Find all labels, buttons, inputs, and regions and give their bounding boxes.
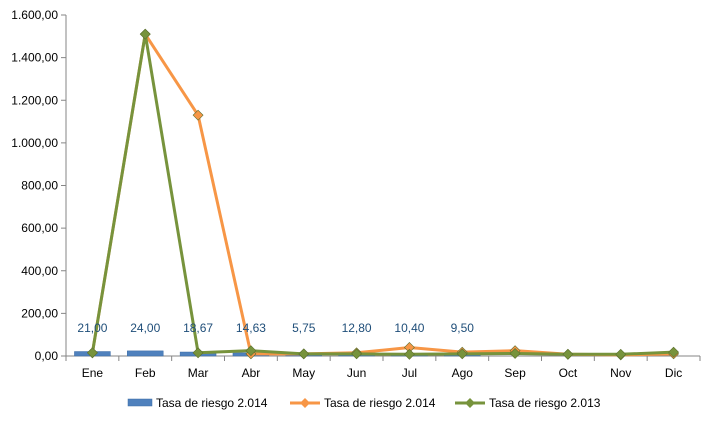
data-label: 14,63 bbox=[236, 321, 266, 335]
data-label: 24,00 bbox=[130, 321, 160, 335]
series-line bbox=[90, 32, 674, 357]
line-series bbox=[86, 28, 680, 361]
series-point bbox=[403, 348, 415, 360]
series-point bbox=[192, 109, 204, 121]
series-point bbox=[245, 345, 257, 357]
data-labels: 21,00 24,00 18,67 14,63 5,75 12,80 10,40 9,50 bbox=[77, 321, 474, 335]
data-label: 10,40 bbox=[394, 321, 424, 335]
y-tick-label: 200,00 bbox=[21, 306, 58, 320]
data-label: 21,00 bbox=[77, 321, 107, 335]
legend-swatch-bar bbox=[127, 398, 153, 407]
legend-swatch-marker bbox=[300, 398, 310, 408]
series-point bbox=[86, 347, 98, 359]
x-tick-label: Jun bbox=[347, 366, 366, 380]
data-label: 18,67 bbox=[183, 321, 213, 335]
y-tick-label: 1.400,00 bbox=[11, 51, 58, 65]
legend-label: Tasa de riesgo 2.014 bbox=[324, 396, 436, 410]
axes: 0,00 200,00 400,00 600,00 800,00 1.000,00 1.20… bbox=[11, 8, 701, 380]
y-tick-label: 0,00 bbox=[35, 349, 59, 363]
x-tick-label: Jul bbox=[402, 366, 417, 380]
x-tick-label: Dic bbox=[665, 366, 682, 380]
legend: Tasa de riesgo 2.014 Tasa de riesgo 2.014… bbox=[127, 396, 601, 410]
legend-label: Tasa de riesgo 2.013 bbox=[489, 396, 601, 410]
x-tick-label: Oct bbox=[559, 366, 578, 380]
series-point bbox=[562, 348, 574, 360]
legend-label: Tasa de riesgo 2.014 bbox=[156, 396, 268, 410]
series-point bbox=[139, 28, 151, 40]
series-point bbox=[668, 346, 680, 358]
y-tick-label: 600,00 bbox=[21, 221, 58, 235]
bar bbox=[127, 350, 164, 357]
x-tick-label: Feb bbox=[135, 366, 156, 380]
x-tick-label: Ene bbox=[82, 366, 104, 380]
series-point bbox=[456, 348, 468, 360]
y-tick-label: 800,00 bbox=[21, 179, 58, 193]
data-label: 5,75 bbox=[292, 321, 316, 335]
series-point bbox=[509, 348, 521, 359]
x-tick-label: Abr bbox=[242, 366, 261, 380]
x-tick-label: May bbox=[292, 366, 315, 380]
x-tick-label: Nov bbox=[610, 366, 631, 380]
x-tick-label: Sep bbox=[504, 366, 526, 380]
y-tick-label: 1.000,00 bbox=[11, 136, 58, 150]
data-label: 12,80 bbox=[342, 321, 372, 335]
series-point bbox=[615, 348, 627, 360]
data-label: 9,50 bbox=[451, 321, 475, 335]
x-tick-label: Mar bbox=[188, 366, 209, 380]
y-tick-label: 1.200,00 bbox=[11, 93, 58, 107]
series-point bbox=[298, 348, 310, 360]
legend-swatch-marker bbox=[465, 398, 475, 408]
series-line bbox=[90, 32, 674, 356]
series-point bbox=[351, 348, 363, 360]
y-tick-label: 400,00 bbox=[21, 264, 58, 278]
x-tick-label: Ago bbox=[452, 366, 474, 380]
series-point bbox=[192, 347, 204, 359]
y-tick-label: 1.600,00 bbox=[11, 8, 58, 22]
